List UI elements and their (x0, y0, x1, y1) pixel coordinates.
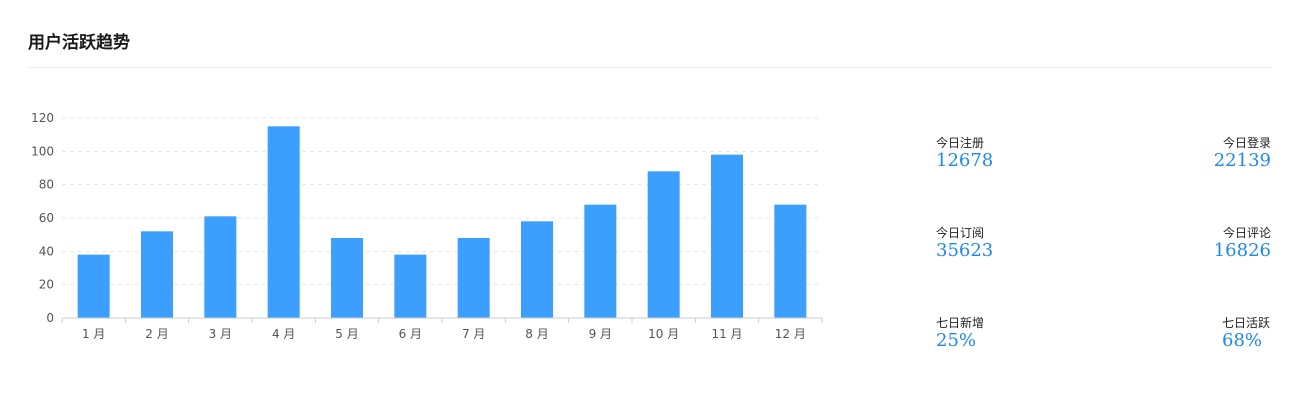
x-tick-label: 12 月 (775, 327, 806, 341)
y-tick-label: 80 (39, 178, 54, 192)
x-tick-label: 8 月 (525, 327, 548, 341)
stat-value: 68% (1222, 330, 1263, 351)
x-tick-label: 9 月 (589, 327, 612, 341)
x-tick-label: 11 月 (711, 327, 742, 341)
stat-week-new: 七日新增 25% (936, 316, 984, 352)
stat-value: 12678 (936, 150, 994, 171)
stat-value: 35623 (936, 240, 994, 261)
stat-label: 七日新增 (936, 316, 985, 330)
card-title: 用户活跃趋势 (28, 33, 130, 53)
x-tick-label: 7 月 (462, 327, 485, 341)
x-tick-label: 5 月 (335, 327, 358, 341)
stat-label: 今日登录 (1222, 136, 1271, 150)
bar (457, 238, 490, 318)
bar (647, 171, 680, 318)
bar (711, 154, 743, 318)
stat-week-active: 七日活跃 68% (1222, 316, 1270, 352)
y-tick-label: 20 (39, 278, 54, 292)
bar (267, 126, 300, 318)
bar (331, 238, 363, 318)
stat-label: 今日订阅 (936, 226, 985, 240)
x-tick-label: 2 月 (145, 327, 168, 341)
bar (774, 204, 807, 318)
stat-label: 今日评论 (1222, 226, 1271, 240)
bar (204, 216, 237, 318)
y-tick-label: 40 (39, 244, 54, 258)
activity-bar-chart: 0 20 40 60 80 100 120 1 月 2 月 3 月 4 月 5 月 6 月 7 月 8 月 9… (31, 111, 823, 341)
stat-value: 25% (936, 330, 977, 351)
stat-today-register: 今日注册 12678 (936, 136, 993, 172)
bar (141, 231, 173, 318)
y-tick-label: 120 (31, 111, 54, 125)
stat-today-comment: 今日评论 16826 (1214, 226, 1271, 262)
y-tick-label: 60 (39, 211, 54, 225)
stat-today-login: 今日登录 22139 (1214, 136, 1271, 172)
bar (521, 221, 553, 318)
x-tick-label: 4 月 (272, 327, 295, 341)
x-tick-label: 10 月 (648, 327, 679, 341)
bar (77, 254, 110, 318)
stat-today-subscribe: 今日订阅 35623 (936, 226, 993, 262)
bar (584, 204, 617, 318)
x-tick-label: 1 月 (82, 327, 105, 341)
title-divider (28, 67, 1271, 68)
bar (394, 254, 427, 318)
stat-label: 七日活跃 (1222, 316, 1271, 330)
stat-label: 今日注册 (936, 136, 985, 150)
x-tick-label: 3 月 (209, 327, 232, 341)
x-tick-label: 6 月 (399, 327, 422, 341)
y-tick-label: 100 (31, 144, 54, 158)
stat-value: 16826 (1213, 240, 1271, 261)
stat-value: 22139 (1213, 150, 1271, 171)
y-tick-label: 0 (46, 311, 54, 325)
